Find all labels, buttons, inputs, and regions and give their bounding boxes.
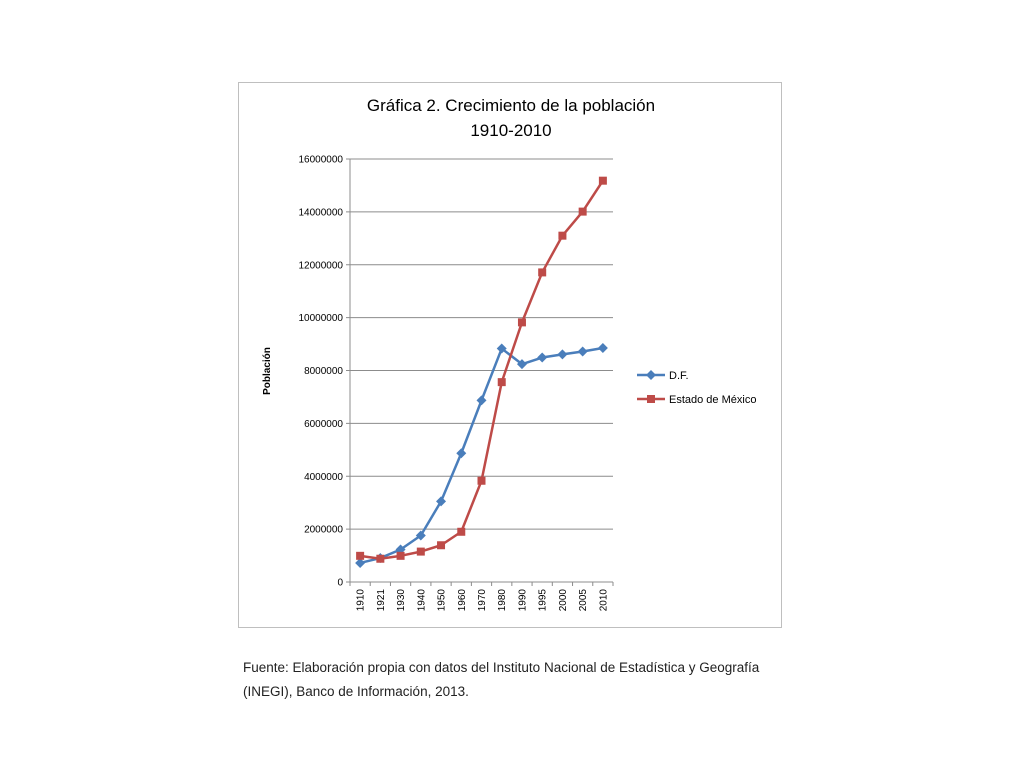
legend-marker-0 xyxy=(646,370,656,380)
data-point-series-0 xyxy=(537,352,548,363)
source-note-line2: (INEGI), Banco de Información, 2013. xyxy=(243,684,469,699)
data-point-series-1 xyxy=(598,176,607,185)
data-point-series-1 xyxy=(497,378,506,387)
y-tick-label: 16000000 xyxy=(299,155,344,166)
data-point-series-1 xyxy=(457,527,466,536)
x-tick-label: 1995 xyxy=(538,589,549,612)
legend-marker-1 xyxy=(647,395,655,403)
y-tick-label: 6000000 xyxy=(304,419,343,430)
y-tick-label: 10000000 xyxy=(299,313,344,324)
data-point-series-1 xyxy=(477,476,486,485)
x-tick-label: 2010 xyxy=(598,589,609,612)
data-point-series-1 xyxy=(517,318,526,327)
data-point-series-0 xyxy=(476,395,487,406)
x-tick-label: 1921 xyxy=(376,589,387,612)
source-note: Fuente: Elaboración propia con datos del… xyxy=(243,656,803,704)
data-point-series-0 xyxy=(516,359,527,370)
population-chart: Gráfica 2. Crecimiento de la población 1… xyxy=(262,96,756,612)
x-tick-label: 1990 xyxy=(517,589,528,612)
data-point-series-0 xyxy=(355,557,366,568)
y-tick-label: 12000000 xyxy=(299,260,344,271)
series-line-0 xyxy=(359,346,604,565)
x-tick-label: 1910 xyxy=(356,589,367,612)
y-axis-label: Población xyxy=(262,347,273,395)
x-tick-label: 1980 xyxy=(497,589,508,612)
y-tick-label: 8000000 xyxy=(304,366,343,377)
legend-label-1: Estado de México xyxy=(669,394,756,406)
x-tick-label: 1960 xyxy=(457,589,468,612)
data-point-series-0 xyxy=(496,343,507,354)
x-tick-label: 1940 xyxy=(416,589,427,612)
data-point-series-1 xyxy=(376,554,385,563)
data-point-series-1 xyxy=(416,547,425,556)
data-point-series-0 xyxy=(415,530,426,541)
y-tick-label: 4000000 xyxy=(304,472,343,483)
data-point-series-1 xyxy=(437,541,446,550)
x-tick-label: 2005 xyxy=(578,589,589,612)
data-point-series-0 xyxy=(436,496,447,507)
data-point-series-1 xyxy=(356,551,365,560)
series-line-1 xyxy=(359,179,604,560)
data-point-series-1 xyxy=(558,231,567,240)
data-point-series-0 xyxy=(557,349,568,360)
data-point-series-1 xyxy=(578,207,587,216)
y-tick-label: 2000000 xyxy=(304,525,343,536)
y-tick-label: 0 xyxy=(337,578,343,589)
chart-title-line1: Gráfica 2. Crecimiento de la población xyxy=(367,96,655,115)
x-tick-label: 1950 xyxy=(437,589,448,612)
data-point-series-1 xyxy=(396,551,405,560)
data-point-series-0 xyxy=(456,448,467,459)
data-point-series-0 xyxy=(597,343,608,354)
source-note-line1: Fuente: Elaboración propia con datos del… xyxy=(243,660,760,675)
x-tick-label: 2000 xyxy=(558,589,569,612)
chart-title-line2: 1910-2010 xyxy=(470,121,551,140)
y-tick-label: 14000000 xyxy=(299,207,344,218)
legend-label-0: D.F. xyxy=(669,370,689,382)
data-point-series-0 xyxy=(577,346,588,357)
data-point-series-1 xyxy=(538,268,547,277)
chart-frame: Gráfica 2. Crecimiento de la población 1… xyxy=(238,82,782,628)
x-tick-label: 1970 xyxy=(477,589,488,612)
x-tick-label: 1930 xyxy=(396,589,407,612)
